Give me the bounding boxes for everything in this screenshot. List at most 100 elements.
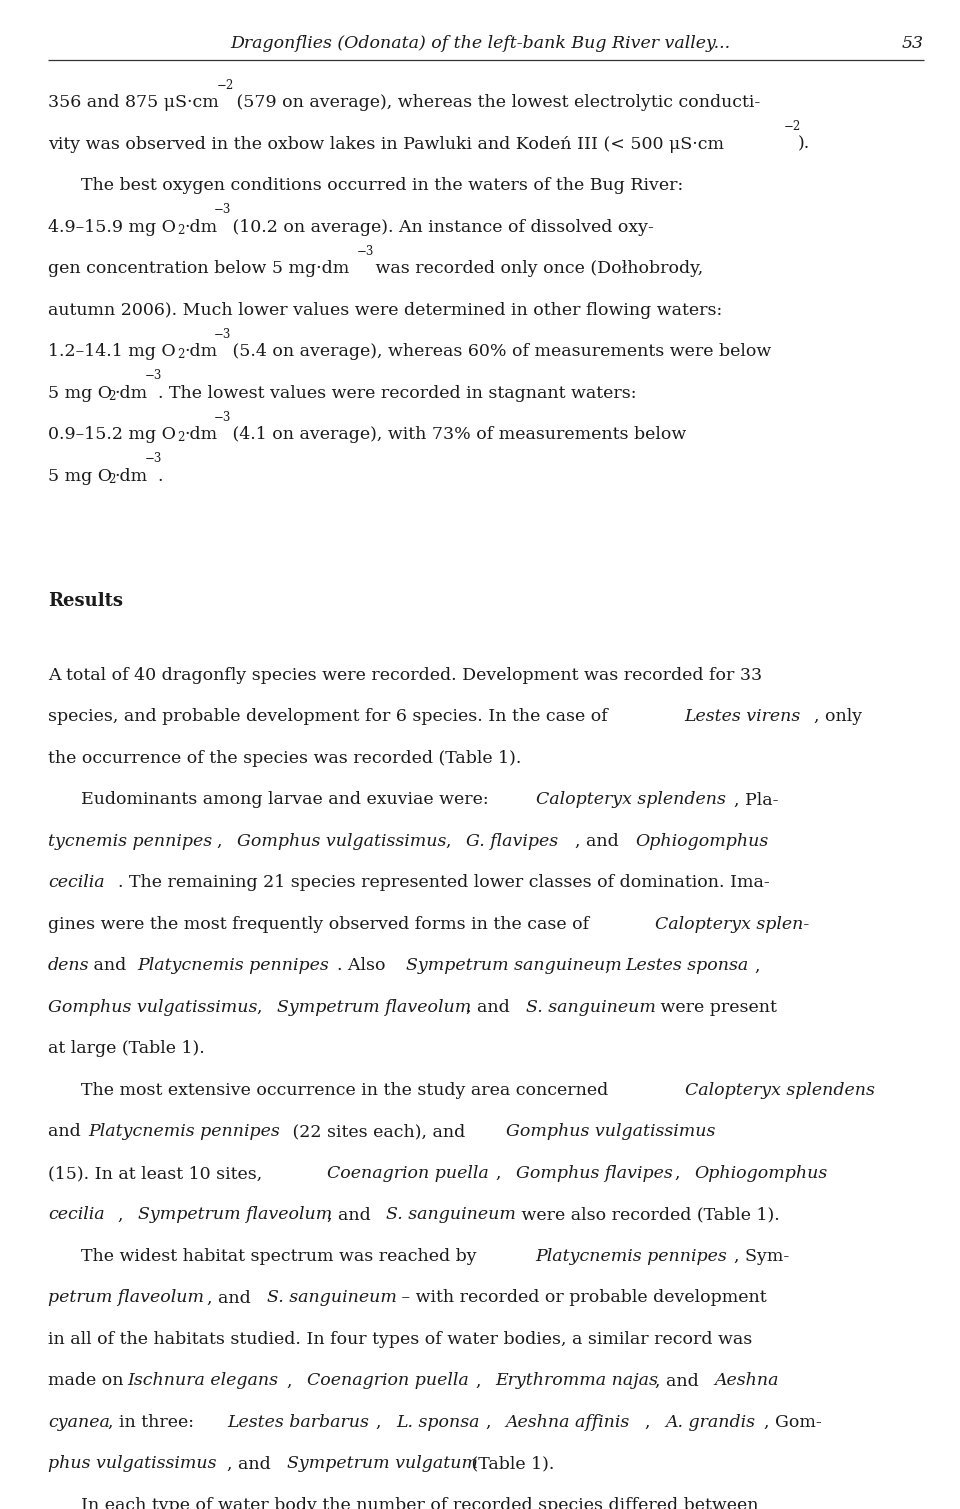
Text: Ophiogomphus: Ophiogomphus: [635, 833, 768, 850]
Text: . The lowest values were recorded in stagnant waters:: . The lowest values were recorded in sta…: [157, 385, 636, 401]
Text: S. sanguineum: S. sanguineum: [386, 1206, 516, 1224]
Text: Coenagrion puella: Coenagrion puella: [326, 1165, 489, 1182]
Text: was recorded only once (Dołhobrody,: was recorded only once (Dołhobrody,: [370, 260, 704, 278]
Text: ·dm: ·dm: [184, 426, 217, 444]
Text: 53: 53: [901, 35, 924, 51]
Text: Sympetrum sanguineum: Sympetrum sanguineum: [406, 957, 622, 975]
Text: ,: ,: [645, 1414, 656, 1431]
Text: Lestes virens: Lestes virens: [684, 708, 801, 726]
Text: . Also: . Also: [337, 957, 391, 975]
Text: vity was observed in the oxbow lakes in Pawluki and Kodeń III (< 500 μS·cm: vity was observed in the oxbow lakes in …: [48, 136, 724, 152]
Text: ,: ,: [287, 1372, 298, 1390]
Text: made on: made on: [48, 1372, 129, 1390]
Text: ,: ,: [118, 1206, 129, 1224]
Text: Erythromma najas: Erythromma najas: [495, 1372, 659, 1390]
Text: ,: ,: [755, 957, 760, 975]
Text: In each type of water body the number of recorded species differed between: In each type of water body the number of…: [48, 1497, 758, 1509]
Text: L. sponsa: L. sponsa: [396, 1414, 480, 1431]
Text: −3: −3: [144, 370, 161, 382]
Text: −3: −3: [214, 327, 231, 341]
Text: −2: −2: [784, 121, 802, 133]
Text: −3: −3: [144, 453, 161, 465]
Text: The most extensive occurrence in the study area concerned: The most extensive occurrence in the stu…: [48, 1082, 613, 1099]
Text: Aeshna: Aeshna: [714, 1372, 780, 1390]
Text: The widest habitat spectrum was reached by: The widest habitat spectrum was reached …: [48, 1248, 482, 1265]
Text: ,: ,: [217, 833, 228, 850]
Text: dens: dens: [48, 957, 89, 975]
Text: cyanea: cyanea: [48, 1414, 109, 1431]
Text: , Gom-: , Gom-: [764, 1414, 822, 1431]
Text: G. flavipes: G. flavipes: [466, 833, 558, 850]
Text: Calopteryx splendens: Calopteryx splendens: [684, 1082, 875, 1099]
Text: Ischnura elegans: Ischnura elegans: [128, 1372, 278, 1390]
Text: ,: ,: [486, 1414, 496, 1431]
Text: at large (Table 1).: at large (Table 1).: [48, 1040, 204, 1058]
Text: Gomphus vulgatissimus: Gomphus vulgatissimus: [237, 833, 446, 850]
Text: .: .: [157, 468, 163, 484]
Text: 356 and 875 μS·cm: 356 and 875 μS·cm: [48, 94, 219, 112]
Text: Dragonflies (Odonata) of the left-bank Bug River valley...: Dragonflies (Odonata) of the left-bank B…: [230, 35, 730, 51]
Text: 0.9–15.2 mg O: 0.9–15.2 mg O: [48, 426, 176, 444]
Text: phus vulgatissimus: phus vulgatissimus: [48, 1455, 217, 1473]
Text: Ophiogomphus: Ophiogomphus: [695, 1165, 828, 1182]
Text: ,: ,: [257, 999, 268, 1016]
Text: tycnemis pennipes: tycnemis pennipes: [48, 833, 212, 850]
Text: Platycnemis pennipes: Platycnemis pennipes: [137, 957, 329, 975]
Text: Sympetrum vulgatum: Sympetrum vulgatum: [287, 1455, 478, 1473]
Text: ,: ,: [376, 1414, 387, 1431]
Text: Gomphus vulgatissimus: Gomphus vulgatissimus: [48, 999, 257, 1016]
Text: Aeshna affinis: Aeshna affinis: [506, 1414, 630, 1431]
Text: autumn 2006). Much lower values were determined in other flowing waters:: autumn 2006). Much lower values were det…: [48, 302, 722, 318]
Text: in all of the habitats studied. In four types of water bodies, a similar record : in all of the habitats studied. In four …: [48, 1331, 753, 1348]
Text: , in three:: , in three:: [108, 1414, 199, 1431]
Text: (Table 1).: (Table 1).: [466, 1455, 554, 1473]
Text: Lestes barbarus: Lestes barbarus: [228, 1414, 369, 1431]
Text: Sympetrum flaveolum: Sympetrum flaveolum: [276, 999, 471, 1016]
Text: , and: , and: [466, 999, 516, 1016]
Text: ,: ,: [605, 957, 616, 975]
Text: Results: Results: [48, 592, 123, 610]
Text: (5.4 on average), whereas 60% of measurements were below: (5.4 on average), whereas 60% of measure…: [228, 343, 772, 361]
Text: cecilia: cecilia: [48, 874, 105, 892]
Text: were present: were present: [655, 999, 777, 1016]
Text: ).: ).: [798, 136, 810, 152]
Text: the occurrence of the species was recorded (Table 1).: the occurrence of the species was record…: [48, 750, 521, 767]
Text: ·dm: ·dm: [114, 468, 148, 484]
Text: 2: 2: [108, 389, 115, 403]
Text: , and: , and: [655, 1372, 704, 1390]
Text: petrum flaveolum: petrum flaveolum: [48, 1289, 204, 1307]
Text: ·dm: ·dm: [184, 219, 217, 235]
Text: S. sanguineum: S. sanguineum: [525, 999, 656, 1016]
Text: 2: 2: [178, 223, 184, 237]
Text: and: and: [87, 957, 132, 975]
Text: ,: ,: [675, 1165, 685, 1182]
Text: Calopteryx splen-: Calopteryx splen-: [655, 916, 809, 933]
Text: gines were the most frequently observed forms in the case of: gines were the most frequently observed …: [48, 916, 594, 933]
Text: Calopteryx splendens: Calopteryx splendens: [536, 791, 726, 809]
Text: – with recorded or probable development: – with recorded or probable development: [396, 1289, 767, 1307]
Text: −3: −3: [214, 410, 231, 424]
Text: −2: −2: [217, 78, 234, 92]
Text: ,: ,: [476, 1372, 487, 1390]
Text: Platycnemis pennipes: Platycnemis pennipes: [536, 1248, 728, 1265]
Text: The best oxygen conditions occurred in the waters of the Bug River:: The best oxygen conditions occurred in t…: [48, 177, 684, 195]
Text: (15). In at least 10 sites,: (15). In at least 10 sites,: [48, 1165, 268, 1182]
Text: 1.2–14.1 mg O: 1.2–14.1 mg O: [48, 343, 176, 361]
Text: Gomphus flavipes: Gomphus flavipes: [516, 1165, 672, 1182]
Text: . The remaining 21 species represented lower classes of domination. Ima-: . The remaining 21 species represented l…: [118, 874, 769, 892]
Text: 5 mg O: 5 mg O: [48, 385, 112, 401]
Text: −3: −3: [214, 204, 231, 216]
Text: 2: 2: [178, 349, 184, 361]
Text: S. sanguineum: S. sanguineum: [267, 1289, 396, 1307]
Text: Lestes sponsa: Lestes sponsa: [625, 957, 748, 975]
Text: Eudominants among larvae and exuviae were:: Eudominants among larvae and exuviae wer…: [48, 791, 494, 809]
Text: Platycnemis pennipes: Platycnemis pennipes: [87, 1123, 279, 1141]
Text: A. grandis: A. grandis: [665, 1414, 755, 1431]
Text: ,: ,: [446, 833, 457, 850]
Text: , only: , only: [814, 708, 862, 726]
Text: , and: , and: [228, 1455, 276, 1473]
Text: 2: 2: [178, 432, 184, 444]
Text: , and: , and: [207, 1289, 256, 1307]
Text: , and: , and: [326, 1206, 375, 1224]
Text: , Sym-: , Sym-: [734, 1248, 790, 1265]
